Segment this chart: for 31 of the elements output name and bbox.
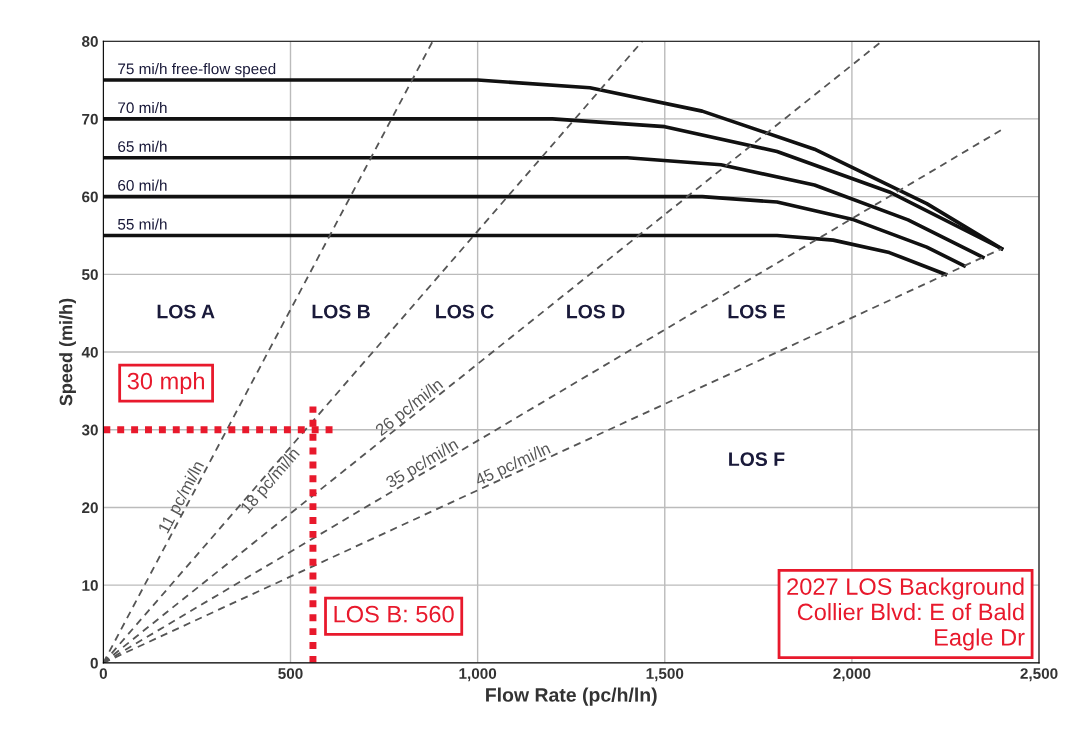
y-tick-label: 0 — [90, 657, 98, 669]
series-label: 70 mi/h — [118, 101, 167, 114]
x-tick-label: 2,500 — [1020, 668, 1058, 682]
annotation: LOS D — [567, 304, 625, 319]
x-tick-label: 0 — [99, 668, 107, 679]
annotation: LOS C — [436, 304, 494, 319]
y-tick-label: 10 — [82, 580, 98, 591]
x-tick-label: 1,500 — [646, 668, 684, 682]
annotation: LOS A — [157, 304, 215, 319]
series-label: 75 mi/h free-flow speed — [118, 63, 276, 78]
y-tick-label: 20 — [82, 502, 98, 514]
x-tick-label: 2,000 — [833, 668, 871, 682]
y-tick-label: 60 — [82, 191, 98, 203]
x-tick-label: 500 — [278, 668, 303, 679]
annotation: LOS E — [728, 304, 785, 319]
y-tick-label: 30 — [81, 424, 98, 436]
annotation: 2027 LOS Background Collier Blvd: E of Bald Eagle Dr — [787, 577, 1025, 651]
x-axis-title: Flow Rate (pc/h/ln) — [486, 687, 657, 706]
y-tick-label: 80 — [81, 36, 98, 47]
y-tick-label: 40 — [81, 346, 98, 358]
annotation: LOS B — [312, 304, 370, 319]
series-label: 65 mi/h — [118, 140, 167, 152]
series-label: 55 mi/h — [118, 218, 167, 230]
x-tick-label: 1,000 — [459, 668, 497, 682]
y-tick-label: 70 — [82, 113, 98, 125]
series-label: 30 mph — [127, 372, 204, 395]
annotation: LOS F — [729, 452, 785, 467]
y-axis-title: Speed (mi/h) — [59, 298, 76, 406]
series-label: 60 mi/h — [118, 179, 167, 191]
y-tick-label: 50 — [81, 269, 98, 281]
series-label: LOS B: 560 — [334, 605, 454, 623]
